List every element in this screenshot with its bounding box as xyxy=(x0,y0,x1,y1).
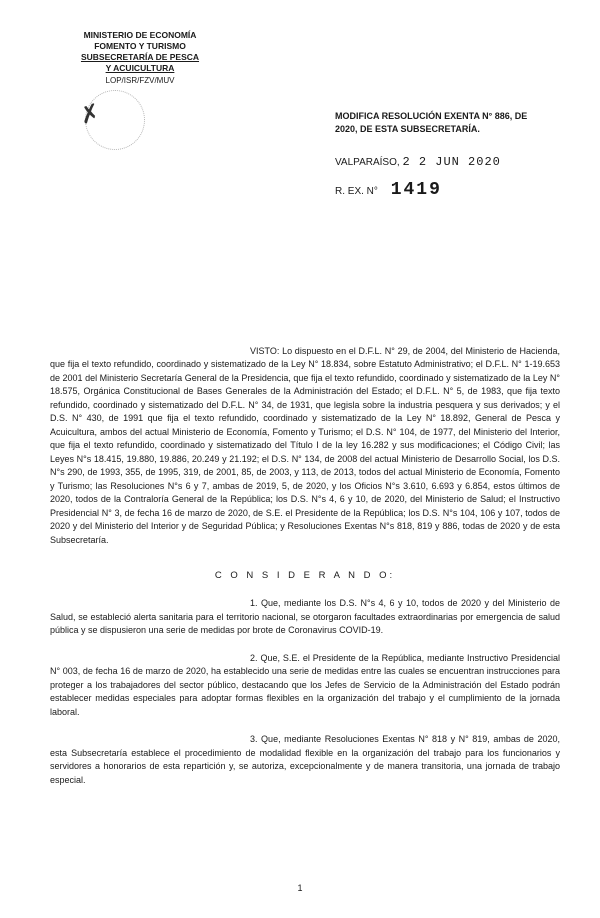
visto-body: Lo dispuesto en el D.F.L. N° 29, de 2004… xyxy=(50,346,560,545)
header-line4: Y ACUICULTURA xyxy=(50,63,230,74)
header-line1: MINISTERIO DE ECONOMÍA xyxy=(50,30,230,41)
considerando-heading: C O N S I D E R A N D O: xyxy=(50,569,560,583)
visto-label: VISTO: xyxy=(250,346,279,356)
rex-label: R. EX. N° xyxy=(335,186,378,197)
stamp-area: ✗ xyxy=(50,95,230,165)
location-label: VALPARAÍSO, xyxy=(335,157,400,168)
title-line2: 2020, DE ESTA SUBSECRETARÍA. xyxy=(335,123,555,136)
location-date: VALPARAÍSO, 2 2 JUN 2020 xyxy=(335,155,555,169)
document-body: VISTO: Lo dispuesto en el D.F.L. N° 29, … xyxy=(50,345,560,788)
considerando-1: 1. Que, mediante los D.S. N°s 4, 6 y 10,… xyxy=(50,597,560,638)
considerando-3: 3. Que, mediante Resoluciones Exentas N°… xyxy=(50,733,560,787)
header-line2: FOMENTO Y TURISMO xyxy=(50,41,230,52)
resolution-title: MODIFICA RESOLUCIÓN EXENTA N° 886, DE 20… xyxy=(335,110,555,135)
page-number: 1 xyxy=(297,883,302,893)
header-line3: SUBSECRETARÍA DE PESCA xyxy=(50,52,230,63)
resolution-number: R. EX. N° 1419 xyxy=(335,180,555,200)
header-ref: LOP/ISR/FZV/MUV xyxy=(50,76,230,86)
title-line1: MODIFICA RESOLUCIÓN EXENTA N° 886, DE xyxy=(335,110,555,123)
considerando-2: 2. Que, S.E. el Presidente de la Repúbli… xyxy=(50,652,560,720)
date-value: 2 2 JUN 2020 xyxy=(402,155,500,169)
ministry-header: MINISTERIO DE ECONOMÍA FOMENTO Y TURISMO… xyxy=(50,30,230,87)
rex-number: 1419 xyxy=(391,180,442,200)
visto-paragraph: VISTO: Lo dispuesto en el D.F.L. N° 29, … xyxy=(50,345,560,548)
